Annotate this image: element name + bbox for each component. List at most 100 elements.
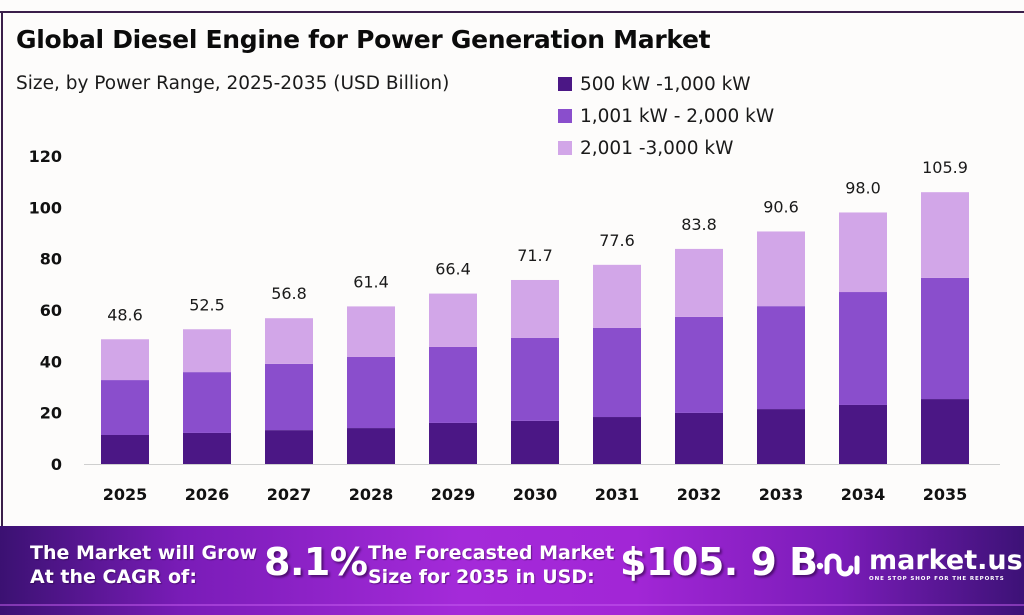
- bar-segment-2001-3000kw: [839, 212, 887, 293]
- bar-segment-2001-3000kw: [101, 339, 149, 381]
- y-tick-label: 80: [40, 250, 62, 269]
- market-us-logo-icon: [816, 553, 860, 577]
- forecast-caption-line1: The Forecasted Market: [368, 542, 615, 564]
- bar-segment-2001-3000kw: [183, 329, 231, 373]
- y-axis: 0 20 40 60 80 100 120: [29, 147, 62, 474]
- bar-segment-500-1000kw: [921, 399, 969, 464]
- total-value-label: 90.6: [763, 197, 799, 216]
- bar-stack-2033: [757, 231, 805, 464]
- bar-segment-1001-2000kw: [265, 363, 313, 431]
- forecast-caption-line2: Size for 2035 in USD:: [368, 566, 595, 588]
- legend-item-1001-2000kw: 1,001 kW - 2,000 kW: [558, 100, 774, 132]
- bar-segment-2001-3000kw: [921, 192, 969, 278]
- total-value-label: 77.6: [599, 231, 635, 250]
- stacked-bar-chart: 0 20 40 60 80 100 120 2025 2026 2027 2028 2029 2030…: [29, 147, 1000, 504]
- legend-label: 1,001 kW - 2,000 kW: [580, 105, 775, 127]
- market-us-logo: market.us ONE STOP SHOP FOR THE REPORTS: [815, 546, 1023, 582]
- bar-segment-500-1000kw: [675, 412, 723, 464]
- x-tick-label: 2031: [595, 485, 640, 504]
- bar-stack-2034: [839, 212, 887, 464]
- total-value-label: 71.7: [517, 246, 553, 265]
- total-value-label: 66.4: [435, 260, 471, 279]
- x-tick-label: 2028: [349, 485, 394, 504]
- bar-segment-500-1000kw: [429, 422, 477, 464]
- bar-segment-2001-3000kw: [265, 318, 313, 364]
- bar-segment-500-1000kw: [839, 404, 887, 464]
- bar-segment-2001-3000kw: [757, 231, 805, 307]
- x-tick-label: 2027: [267, 485, 312, 504]
- x-tick-label: 2032: [677, 485, 722, 504]
- cagr-value: 8.1%: [264, 540, 368, 584]
- frame-top-border: [0, 11, 1024, 13]
- total-value-label: 98.0: [845, 178, 881, 197]
- y-tick-label: 0: [51, 455, 62, 474]
- bar-segment-1001-2000kw: [347, 356, 395, 429]
- legend-label: 500 kW -1,000 kW: [580, 73, 751, 95]
- x-tick-label: 2035: [923, 485, 968, 504]
- bar-stack-2028: [347, 306, 395, 464]
- bar-stack-2025: [101, 339, 149, 464]
- bar-segment-2001-3000kw: [511, 279, 559, 338]
- cagr-caption: The Market will Grow At the CAGR of:: [30, 541, 257, 589]
- cagr-caption-line1: The Market will Grow: [30, 542, 258, 564]
- legend-swatch: [558, 77, 572, 91]
- legend-item-2001-3000kw: 2,001 -3,000 kW: [558, 132, 774, 164]
- chart-legend: 500 kW -1,000 kW 1,001 kW - 2,000 kW 2,0…: [558, 68, 774, 164]
- cagr-caption-line2: At the CAGR of:: [30, 566, 197, 588]
- frame-left-border: [1, 11, 3, 526]
- chart-subtitle: Size, by Power Range, 2025-2035 (USD Bil…: [16, 73, 450, 94]
- bar-stack-2026: [183, 329, 231, 464]
- bar-segment-500-1000kw: [265, 430, 313, 464]
- bar-stack-2035: [921, 192, 969, 464]
- x-tick-label: 2025: [103, 485, 148, 504]
- total-value-label: 52.5: [189, 295, 225, 314]
- bar-segment-500-1000kw: [593, 417, 641, 464]
- total-value-label: 56.8: [271, 284, 307, 303]
- bar-segment-500-1000kw: [183, 432, 231, 464]
- x-tick-label: 2029: [431, 485, 476, 504]
- bar-segment-1001-2000kw: [921, 277, 969, 400]
- bars: [101, 192, 969, 464]
- legend-item-500-1000kw: 500 kW -1,000 kW: [558, 68, 774, 100]
- y-tick-label: 20: [40, 404, 62, 423]
- total-value-labels: 48.6 52.5 56.8 61.4 66.4 71.7 77.6 83.8 90.6 98.0…: [107, 158, 968, 324]
- bar-segment-1001-2000kw: [757, 306, 805, 410]
- total-value-label: 61.4: [353, 272, 389, 291]
- forecast-caption: The Forecasted Market Size for 2035 in U…: [368, 541, 614, 589]
- legend-label: 2,001 -3,000 kW: [580, 137, 734, 159]
- bar-segment-1001-2000kw: [839, 292, 887, 405]
- x-tick-label: 2026: [185, 485, 230, 504]
- bar-segment-2001-3000kw: [593, 264, 641, 328]
- bar-segment-1001-2000kw: [593, 327, 641, 418]
- total-value-label: 48.6: [107, 305, 143, 324]
- x-tick-label: 2034: [841, 485, 886, 504]
- x-tick-label: 2030: [513, 485, 558, 504]
- bar-segment-500-1000kw: [757, 409, 805, 464]
- total-value-label: 83.8: [681, 215, 717, 234]
- bar-stack-2030: [511, 279, 559, 464]
- logo-name: market.us: [869, 544, 1023, 576]
- bar-segment-2001-3000kw: [429, 293, 477, 347]
- summary-banner: The Market will Grow At the CAGR of: 8.1…: [0, 526, 1024, 615]
- banner-accent-line: [0, 604, 1024, 606]
- y-tick-label: 100: [29, 198, 62, 217]
- chart-title: Global Diesel Engine for Power Generatio…: [16, 25, 711, 54]
- bar-segment-1001-2000kw: [429, 346, 477, 423]
- bar-segment-2001-3000kw: [347, 306, 395, 357]
- legend-swatch: [558, 141, 572, 155]
- x-axis: 2025 2026 2027 2028 2029 2030 2031 2032 2033 2034…: [103, 485, 968, 504]
- bar-segment-1001-2000kw: [101, 380, 149, 435]
- bar-segment-500-1000kw: [347, 428, 395, 464]
- y-tick-label: 60: [40, 301, 62, 320]
- logo-tagline: ONE STOP SHOP FOR THE REPORTS: [869, 575, 1005, 582]
- bar-stack-2027: [265, 318, 313, 464]
- bar-segment-1001-2000kw: [675, 316, 723, 413]
- bar-segment-2001-3000kw: [675, 248, 723, 317]
- bar-segment-1001-2000kw: [183, 372, 231, 433]
- y-tick-label: 40: [40, 352, 62, 371]
- bar-segment-1001-2000kw: [511, 337, 559, 421]
- x-tick-label: 2033: [759, 485, 804, 504]
- bar-stack-2031: [593, 264, 641, 464]
- total-value-label: 105.9: [922, 158, 968, 177]
- forecast-value: $105. 9 B: [620, 540, 818, 584]
